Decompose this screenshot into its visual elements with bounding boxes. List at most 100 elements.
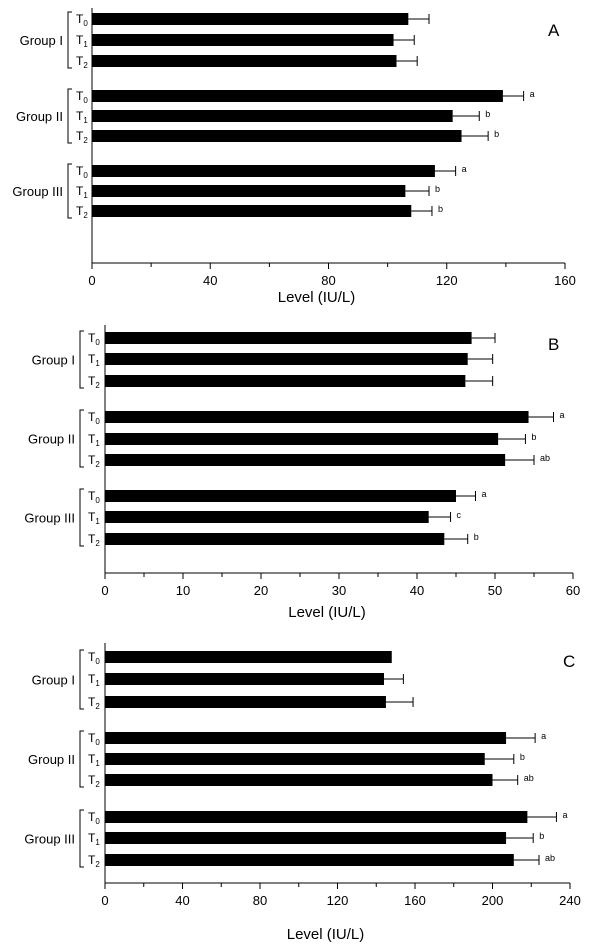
time-label: T2 [88,453,100,469]
bar [105,774,493,786]
bar [92,90,503,102]
group-label: Group III [12,184,63,199]
time-label: T2 [88,695,100,711]
group-bracket [79,409,84,468]
bar [105,433,499,445]
chart-panel-C: 0 40 80 120 160 200 240 Level (IU/L) C Group I T0 T… [24,643,581,943]
x-tick-label: 240 [559,893,581,908]
panel-letter: B [548,335,559,354]
time-label: T1 [88,672,100,688]
time-label: T1 [88,831,100,847]
bar [105,832,507,844]
time-label: T0 [88,731,100,747]
group-label: Group I [32,353,75,368]
x-tick-label: 120 [327,893,349,908]
group-label: Group III [24,511,75,526]
bar [105,353,468,365]
time-label: T0 [88,331,100,347]
group-bracket [79,809,84,868]
bar [105,511,429,523]
time-label: T0 [88,410,100,426]
time-label: T1 [88,510,100,526]
group-bracket [67,163,72,219]
chart-panel-B: 0 10 20 30 40 50 60 Level (IU/L) B Group I T0 T1 T2 G… [24,325,580,621]
x-tick-label: 10 [176,583,190,598]
bar [92,185,406,197]
x-axis-title: Level (IU/L) [278,289,356,306]
bar [105,375,466,387]
significance-label: b [438,204,443,214]
time-label: T2 [88,532,100,548]
significance-label: b [435,184,440,194]
time-label: T2 [88,773,100,789]
bar [105,811,528,823]
x-tick-label: 0 [88,273,95,288]
group-label: Group I [20,33,63,48]
time-label: T1 [88,432,100,448]
bar [105,854,514,866]
significance-label: b [474,532,479,542]
bar [105,533,445,545]
bar [105,753,485,765]
x-tick-label: 40 [175,893,189,908]
x-tick-label: 160 [404,893,426,908]
significance-label: a [530,89,535,99]
significance-label: b [494,129,499,139]
x-tick-label: 30 [332,583,346,598]
bar [92,165,435,177]
significance-label: ab [545,853,555,863]
time-label: T0 [76,164,88,180]
time-label: T1 [76,109,88,125]
x-tick-label: 50 [488,583,502,598]
bar [105,411,529,423]
time-label: T1 [88,352,100,368]
significance-label: a [541,731,546,741]
significance-label: ab [524,773,534,783]
x-tick-label: 20 [254,583,268,598]
bar [105,732,507,744]
significance-label: a [482,489,487,499]
x-tick-label: 200 [482,893,504,908]
x-tick-label: 120 [436,273,458,288]
bar [105,332,472,344]
x-axis-title: Level (IU/L) [287,926,365,943]
panel-letter: A [548,21,560,40]
group-label: Group III [24,832,75,847]
time-label: T2 [76,129,88,145]
x-tick-label: 0 [101,583,108,598]
x-tick-label: 80 [321,273,335,288]
significance-label: a [560,410,565,420]
x-tick-label: 160 [554,273,576,288]
significance-label: b [485,109,490,119]
chart-panel-A: 0 40 80 120 160 Level (IU/L) A Group I T0 T1 T2 Gro… [12,8,576,306]
significance-label: a [462,164,467,174]
group-label: Group II [28,432,75,447]
x-axis-title: Level (IU/L) [288,604,366,621]
time-label: T0 [88,489,100,505]
group-bracket [67,88,72,144]
group-bracket [79,730,84,788]
panel-letter: C [563,652,575,671]
bar [92,34,394,46]
time-label: T1 [76,184,88,200]
x-tick-label: 60 [566,583,580,598]
bar [92,130,462,142]
group-bracket [67,11,72,69]
group-bracket [79,649,84,710]
significance-label: ab [540,453,550,463]
significance-label: b [539,831,544,841]
bar [92,13,409,25]
x-tick-label: 40 [203,273,217,288]
group-label: Group II [28,752,75,767]
x-tick-label: 0 [101,893,108,908]
x-tick-label: 80 [253,893,267,908]
time-label: T2 [88,853,100,869]
bar [92,55,397,67]
significance-label: b [531,432,536,442]
time-label: T0 [88,650,100,666]
significance-label: b [520,752,525,762]
group-bracket [79,488,84,547]
bar [105,490,456,502]
